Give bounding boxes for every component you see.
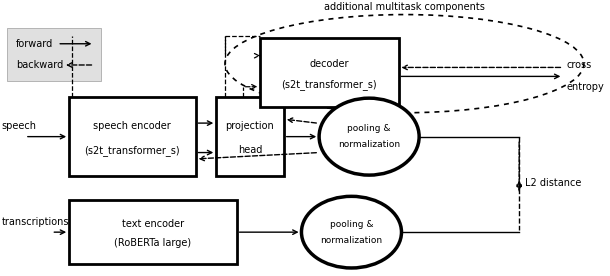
- Ellipse shape: [301, 196, 401, 268]
- FancyBboxPatch shape: [69, 200, 237, 264]
- Text: text encoder: text encoder: [122, 219, 184, 229]
- Text: forward: forward: [16, 39, 53, 49]
- FancyBboxPatch shape: [216, 97, 284, 176]
- Text: L2 distance: L2 distance: [525, 178, 581, 188]
- Text: normalization: normalization: [338, 140, 400, 149]
- FancyBboxPatch shape: [7, 28, 101, 81]
- FancyBboxPatch shape: [69, 97, 196, 176]
- Text: head: head: [238, 145, 262, 155]
- Text: entropy: entropy: [566, 82, 604, 92]
- Text: cross: cross: [566, 60, 592, 70]
- Text: additional multitask components: additional multitask components: [324, 2, 485, 12]
- Text: normalization: normalization: [320, 236, 382, 245]
- FancyBboxPatch shape: [260, 38, 398, 107]
- Text: (RoBERTa large): (RoBERTa large): [114, 238, 192, 248]
- Text: pooling &: pooling &: [347, 124, 391, 133]
- Text: backward: backward: [16, 60, 63, 70]
- Text: projection: projection: [226, 121, 274, 131]
- Text: speech encoder: speech encoder: [93, 121, 171, 131]
- Text: transcriptions: transcriptions: [1, 217, 69, 227]
- Text: speech: speech: [1, 121, 37, 131]
- Text: decoder: decoder: [310, 59, 349, 69]
- Text: (s2t_transformer_s): (s2t_transformer_s): [282, 79, 377, 90]
- Text: (s2t_transformer_s): (s2t_transformer_s): [85, 145, 180, 156]
- Text: pooling &: pooling &: [330, 220, 373, 229]
- Ellipse shape: [319, 98, 419, 175]
